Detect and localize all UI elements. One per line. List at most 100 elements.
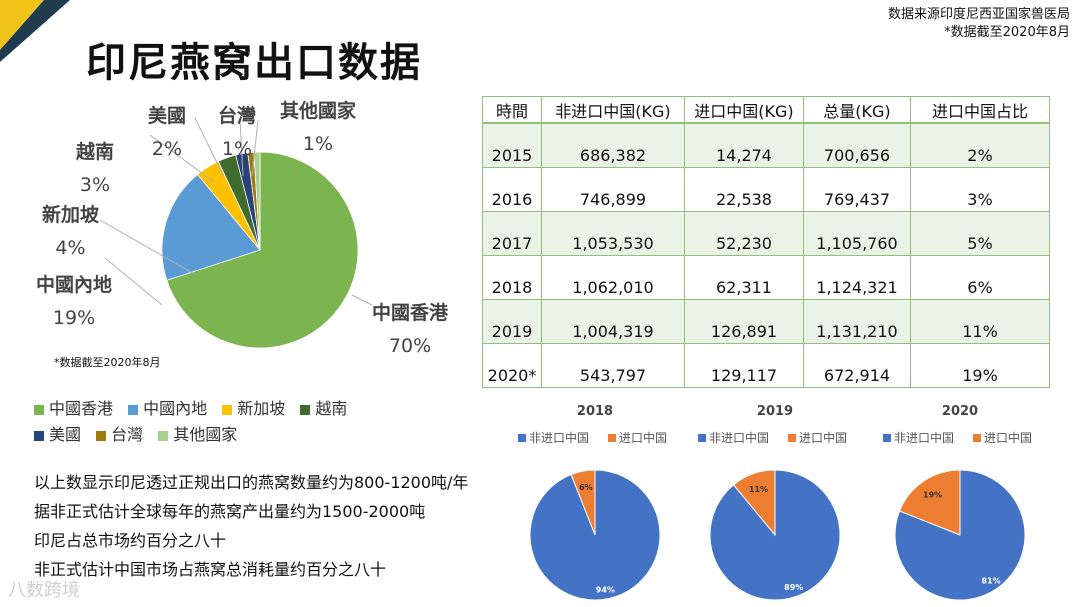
legend-swatch: [788, 434, 796, 442]
label-other: 其他國家 1%: [280, 96, 356, 155]
legend-swatch: [608, 434, 616, 442]
legend-label: 非进口中国: [894, 430, 954, 445]
table-cell: 2019: [482, 299, 542, 344]
legend-label: 台灣: [111, 425, 144, 444]
table-cell: 1,062,010: [541, 255, 685, 300]
slice-non-china: [894, 469, 1026, 601]
page-title: 印尼燕窝出口数据: [86, 40, 422, 86]
table-cell: 3%: [910, 167, 1050, 212]
legend-swatch: [158, 430, 169, 441]
pie-footnote: *数据截至2020年8月: [54, 356, 161, 369]
header-total: 总量(KG): [803, 96, 911, 124]
legend-label: 非进口中国: [709, 430, 769, 445]
legend-label: 中國香港: [49, 399, 114, 418]
source-line-2: *数据截至2020年8月: [944, 25, 1070, 40]
table-cell: 5%: [910, 211, 1050, 256]
mini-pie-title: 2020: [942, 404, 978, 419]
note-line: 印尼占总市场约百分之八十: [34, 531, 227, 550]
legend-label: 中國內地: [143, 399, 208, 418]
table-cell: 22,538: [684, 167, 804, 212]
slice-label-china: 6%: [579, 483, 593, 492]
table-row: 2018 1,062,010 62,311 1,124,321 6%: [482, 255, 1050, 300]
header-non-china: 非进口中国(KG): [541, 96, 685, 124]
header-year: 時間: [482, 96, 542, 124]
leader-singapore: [99, 219, 197, 276]
label-taiwan: 台灣 1%: [218, 101, 256, 160]
table-row: 2015 686,382 14,274 700,656 2%: [482, 122, 1050, 168]
table-cell: 2015: [482, 122, 542, 168]
table-cell: 19%: [910, 343, 1050, 388]
slice-other: [253, 151, 261, 251]
label-singapore-value: 4%: [55, 237, 86, 259]
table-cell: 126,891: [684, 299, 804, 344]
label-usa-name: 美國: [148, 105, 187, 127]
label-hongkong-name: 中國香港: [372, 302, 449, 324]
slice-china: [898, 469, 961, 536]
table-cell: 1,124,321: [803, 255, 911, 300]
label-singapore: 新加坡 4%: [42, 200, 99, 259]
legend-item: 越南: [300, 396, 347, 422]
table-row: 2016 746,899 22,538 769,437 3%: [482, 167, 1050, 212]
slice-label-non-china: 89%: [784, 583, 803, 592]
legend-swatch: [518, 434, 526, 442]
legend-label: 越南: [315, 399, 348, 418]
header-china: 进口中国(KG): [684, 96, 804, 124]
label-mainland-value: 19%: [52, 307, 96, 329]
note-line: 非正式估计中国市场占燕窝总消耗量约百分之八十: [34, 560, 387, 579]
legend-item: 美國: [34, 422, 81, 448]
leader-hongkong: [351, 294, 373, 306]
legend-item: 台灣: [96, 422, 143, 448]
note-line: 以上数显示印尼透过正规出口的燕窝数量约为800-1200吨/年: [34, 473, 469, 492]
legend-label: 进口中国: [619, 430, 667, 445]
table-header-row: 時間 非进口中国(KG) 进口中国(KG) 总量(KG) 进口中国占比: [482, 96, 1050, 124]
legend-swatch: [973, 434, 981, 442]
summary-notes: 以上数显示印尼透过正规出口的燕窝数量约为800-1200吨/年 据非正式估计全球…: [34, 468, 468, 584]
slice-non-china: [709, 469, 841, 601]
slice-label-non-china: 81%: [981, 577, 1000, 586]
mini-pie-title: 2019: [757, 404, 793, 419]
label-taiwan-value: 1%: [221, 138, 253, 160]
legend-label: 非进口中国: [529, 430, 589, 445]
legend-label: 进口中国: [984, 430, 1032, 445]
table-cell: 1,053,530: [541, 211, 685, 256]
slice-non-china: [529, 469, 661, 601]
leader-mainland: [104, 257, 163, 306]
table-cell: 2017: [482, 211, 542, 256]
legend-swatch: [96, 430, 107, 441]
watermark: 八数跨境: [8, 580, 80, 601]
legend-swatch: [883, 434, 891, 442]
leader-usa: [194, 117, 225, 178]
legend-item: 其他國家: [158, 422, 237, 448]
label-hongkong-value: 70%: [388, 335, 432, 357]
table-cell: 2018: [482, 255, 542, 300]
export-data-table: 時間 非进口中国(KG) 进口中国(KG) 总量(KG) 进口中国占比 2015…: [482, 96, 1050, 388]
leader-taiwan: [239, 119, 244, 177]
label-hongkong: 中國香港 70%: [372, 298, 448, 357]
label-other-value: 1%: [302, 133, 334, 155]
label-vietnam: 越南 3%: [76, 137, 114, 196]
label-mainland: 中國內地 19%: [36, 270, 112, 329]
source-line-1: 数据来源印度尼西亚国家兽医局: [887, 7, 1070, 22]
legend-item: 新加坡: [222, 396, 285, 422]
label-other-name: 其他國家: [280, 100, 357, 122]
slice-label-china: 19%: [923, 491, 942, 500]
table-cell: 543,797: [541, 343, 685, 388]
legend-swatch: [128, 404, 139, 415]
header-china-share: 进口中国占比: [910, 96, 1050, 124]
slice-mainland: [161, 173, 261, 281]
table-cell: 686,382: [541, 122, 685, 168]
table-cell: 1,105,760: [803, 211, 911, 256]
table-cell: 2%: [910, 122, 1050, 168]
legend-label: 进口中国: [799, 430, 847, 445]
leader-vietnam: [149, 134, 215, 183]
legend-swatch: [222, 404, 233, 415]
legend-swatch: [34, 430, 44, 441]
table-row: 2017 1,053,530 52,230 1,105,760 5%: [482, 211, 1050, 256]
label-singapore-name: 新加坡: [42, 204, 100, 226]
slice-label-china: 11%: [749, 485, 768, 494]
table-cell: 52,230: [684, 211, 804, 256]
table-row: 2020* 543,797 129,117 672,914 19%: [482, 343, 1050, 388]
legend-label: 美國: [49, 425, 82, 444]
legend-swatch: [300, 404, 311, 415]
corner-decoration: [0, 0, 70, 62]
